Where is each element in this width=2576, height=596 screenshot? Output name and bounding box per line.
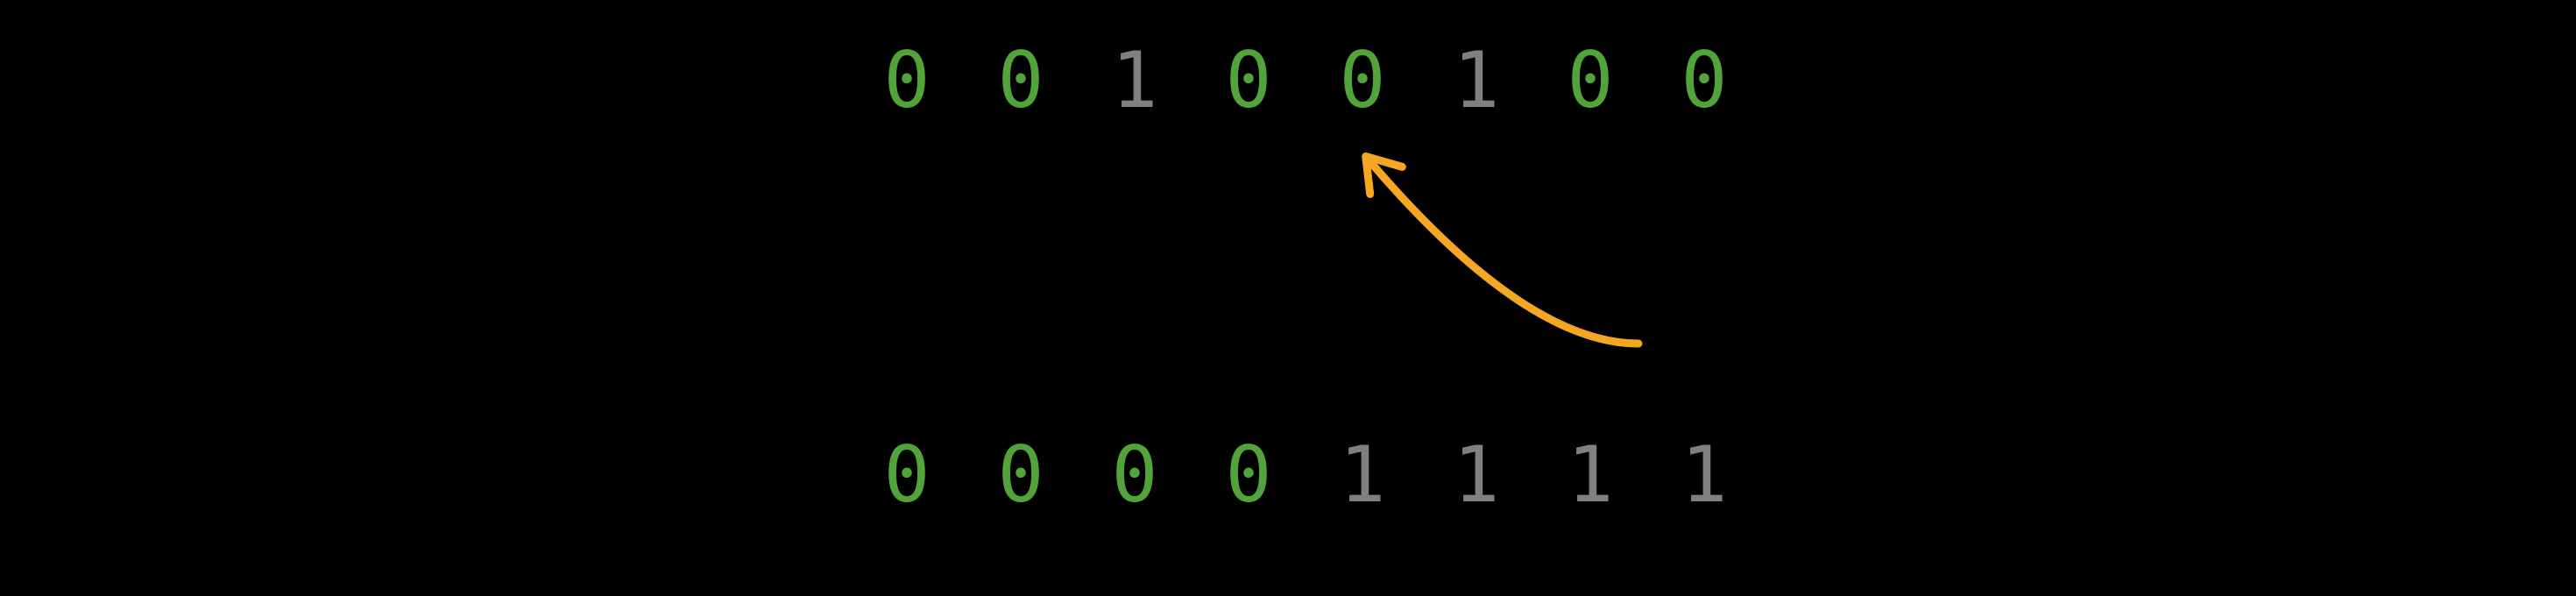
arrow-head bbox=[1366, 156, 1403, 194]
bit-digit: 0 bbox=[850, 35, 964, 125]
bit-digit: 1 bbox=[1306, 429, 1419, 520]
bit-digit: 0 bbox=[1192, 35, 1306, 125]
bit-digit: 1 bbox=[1419, 35, 1533, 125]
diagram-canvas: 00100100 00001111 bbox=[0, 0, 2576, 596]
bit-digit: 1 bbox=[1533, 429, 1647, 520]
bit-digit: 0 bbox=[1647, 35, 1761, 125]
bit-digit: 0 bbox=[1306, 35, 1419, 125]
bit-digit: 0 bbox=[964, 429, 1078, 520]
bit-digit: 1 bbox=[1647, 429, 1761, 520]
bit-digit: 0 bbox=[850, 429, 964, 520]
bit-row-top: 00100100 bbox=[850, 35, 1761, 125]
bit-row-bottom: 00001111 bbox=[850, 429, 1761, 520]
bit-digit: 0 bbox=[1078, 429, 1192, 520]
bit-digit: 0 bbox=[964, 35, 1078, 125]
arrow-curve bbox=[1367, 158, 1638, 344]
bit-digit: 0 bbox=[1192, 429, 1306, 520]
bit-digit: 0 bbox=[1533, 35, 1647, 125]
bit-digit: 1 bbox=[1078, 35, 1192, 125]
bit-digit: 1 bbox=[1419, 429, 1533, 520]
